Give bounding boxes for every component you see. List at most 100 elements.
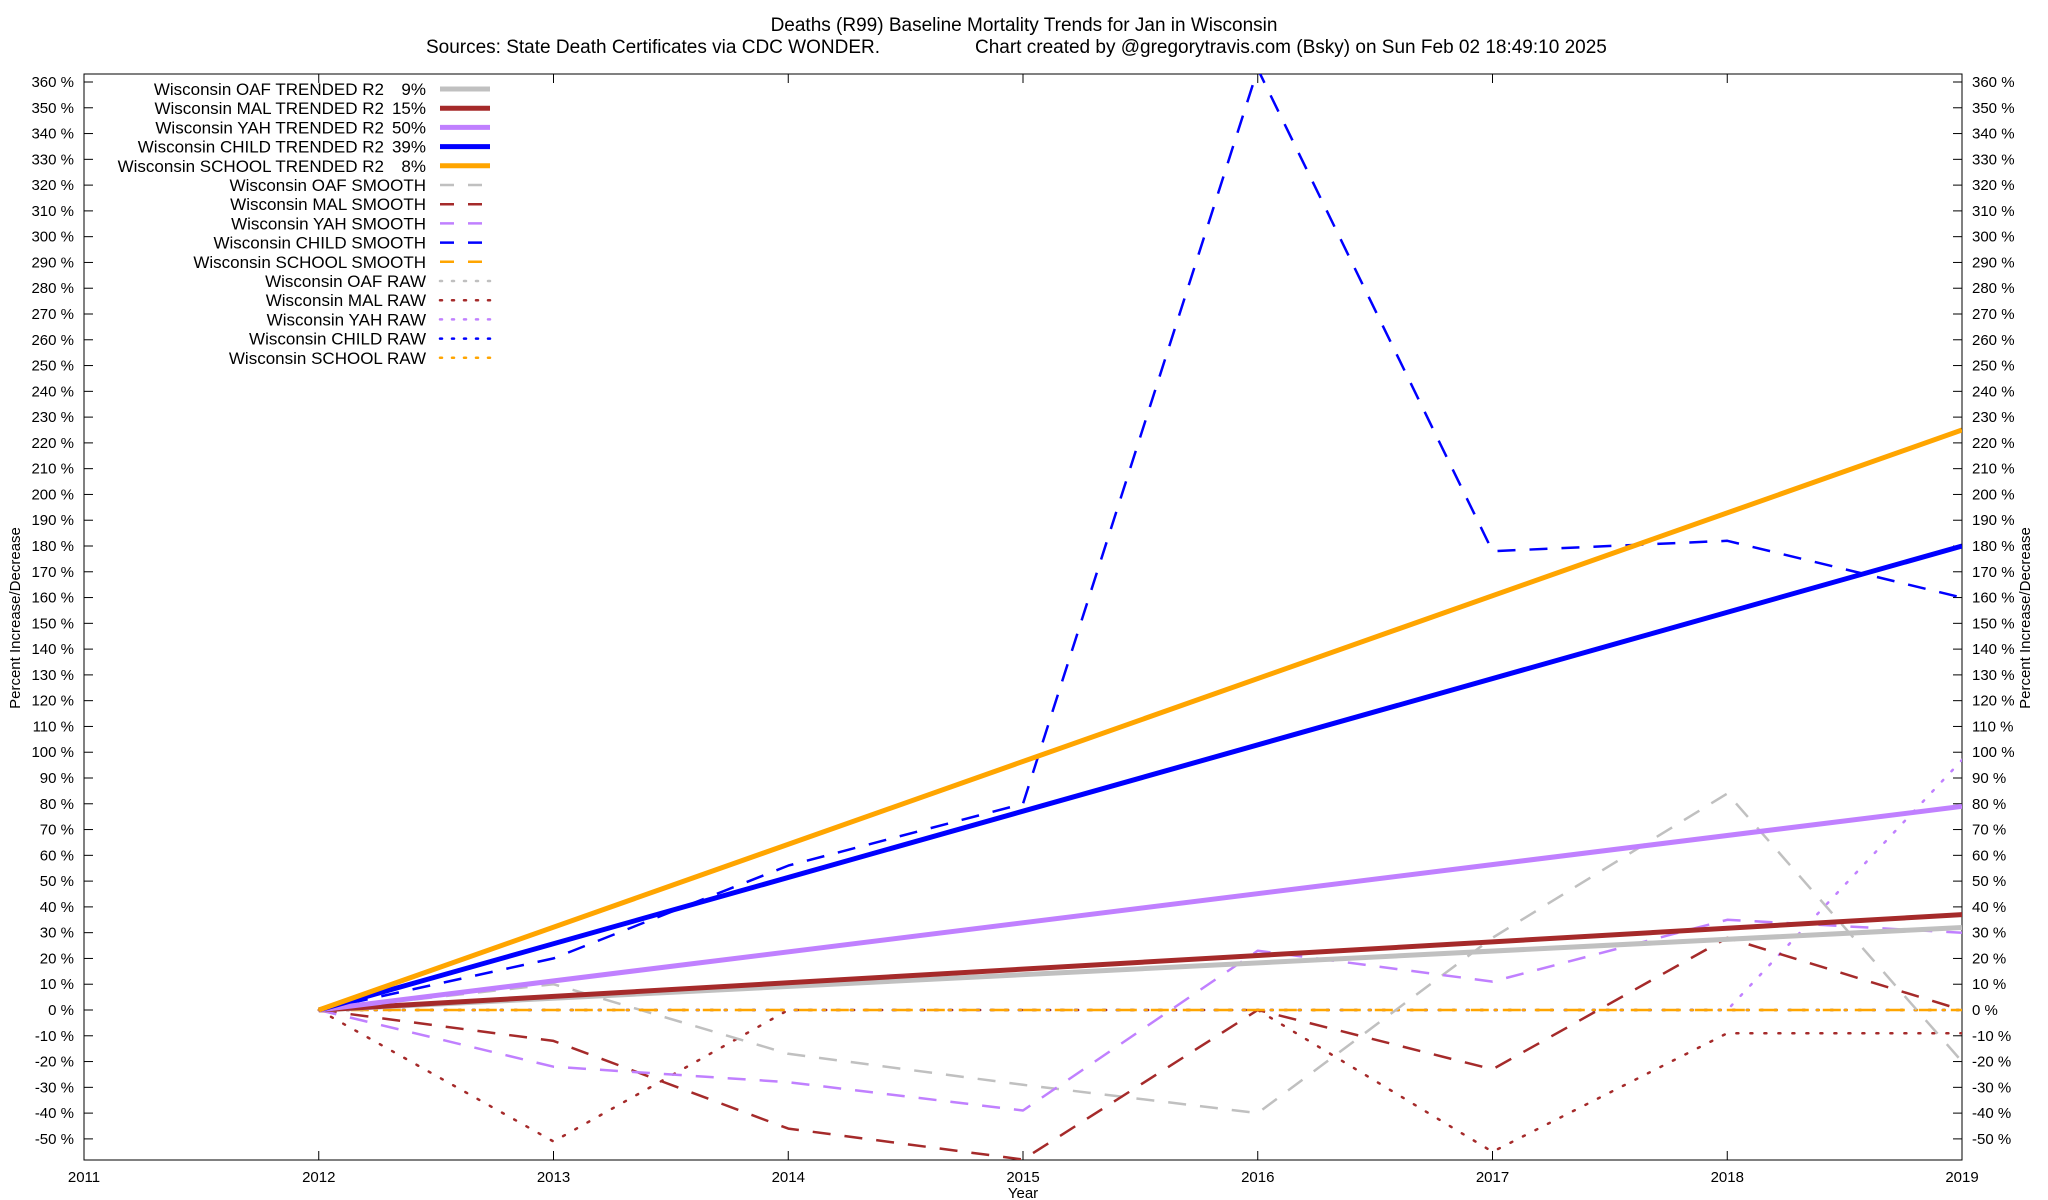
y-tick-label-right: 150 % — [1972, 615, 2015, 632]
y-tick-label-right: 200 % — [1972, 486, 2015, 503]
x-tick-label: 2017 — [1476, 1169, 1509, 1186]
y-tick-label-left: 160 % — [31, 590, 74, 607]
x-tick-label: 2011 — [68, 1169, 100, 1186]
y-tick-label-right: 330 % — [1972, 151, 2015, 168]
x-tick-label: 2019 — [1945, 1169, 1978, 1186]
y-tick-label-right: 130 % — [1972, 667, 2015, 684]
y-tick-label-left: 50 % — [40, 873, 74, 890]
series-line-wisconsin-mal-trended-r2 — [318, 912, 1962, 1013]
y-tick-label-left: 130 % — [31, 667, 74, 684]
y-tick-label-right: 300 % — [1972, 229, 2015, 246]
y-tick-label-right: 40 % — [1972, 899, 2006, 916]
legend-label: Wisconsin YAH TRENDED R2 — [155, 118, 384, 137]
y-tick-label-right: 10 % — [1972, 976, 2006, 993]
y-tick-label-left: 80 % — [40, 796, 74, 813]
y-tick-label-right: -30 % — [1972, 1079, 2011, 1096]
y-tick-label-left: 120 % — [31, 693, 74, 710]
y-tick-label-right: 240 % — [1972, 383, 2015, 400]
legend-entry: Wisconsin YAH RAW — [267, 310, 492, 329]
y-tick-label-right: 140 % — [1972, 641, 2015, 658]
x-axis: 2011 2012 2013 2014 2015 2016 2017 2018 2019 — [68, 74, 1979, 1186]
legend-r2-value: 39% — [392, 138, 426, 157]
series-line-wisconsin-oaf-smooth — [318, 792, 1962, 1115]
legend-r2-value: 50% — [392, 118, 426, 137]
chart-title: Deaths (R99) Baseline Mortality Trends f… — [771, 15, 1278, 36]
series-line-wisconsin-yah-smooth — [318, 918, 1962, 1112]
legend-entry: Wisconsin SCHOOL RAW — [229, 349, 492, 368]
series-line-wisconsin-school-trended-r2 — [317, 427, 1962, 1013]
y-tick-label-left: 260 % — [31, 332, 74, 349]
y-tick-label-left: 70 % — [40, 822, 74, 839]
legend-label: Wisconsin SCHOOL TRENDED R2 — [118, 157, 384, 176]
y-tick-label-right: 180 % — [1972, 538, 2015, 555]
y-tick-label-right: 320 % — [1972, 177, 2015, 194]
legend-label: Wisconsin MAL SMOOTH — [230, 195, 426, 214]
legend-entry: Wisconsin OAF SMOOTH — [230, 176, 490, 195]
legend-label: Wisconsin OAF SMOOTH — [230, 176, 426, 195]
y-tick-label-right: 50 % — [1972, 873, 2006, 890]
legend-label: Wisconsin SCHOOL RAW — [229, 349, 426, 368]
x-tick-label: 2014 — [772, 1169, 805, 1186]
legend-label: Wisconsin OAF RAW — [265, 272, 426, 291]
y-tick-label-right: 250 % — [1972, 358, 2015, 375]
series-line-wisconsin-child-trended-r2 — [318, 543, 1962, 1013]
x-tick-label: 2013 — [537, 1169, 570, 1186]
y-tick-label-right: 110 % — [1972, 718, 2013, 735]
y-tick-label-right: 270 % — [1972, 306, 2015, 323]
y-tick-label-left: -20 % — [35, 1054, 74, 1071]
legend: Wisconsin OAF TRENDED R2 9% Wisconsin MAL … — [118, 80, 492, 368]
legend-label: Wisconsin YAH SMOOTH — [231, 214, 426, 233]
series-line-wisconsin-child-smooth — [318, 74, 1962, 1012]
y-axis-label-left: Percent Increase/Decrease — [7, 527, 24, 709]
legend-label: Wisconsin MAL RAW — [266, 291, 426, 310]
y-tick-label-right: 230 % — [1972, 409, 2015, 426]
series-line-wisconsin-yah-raw — [317, 758, 1962, 1012]
y-tick-label-right: 160 % — [1972, 590, 2015, 607]
y-tick-label-left: 60 % — [40, 847, 74, 864]
y-tick-label-right: 90 % — [1972, 770, 2006, 787]
y-tick-label-right: 290 % — [1972, 254, 2015, 271]
y-tick-label-left: 330 % — [31, 151, 74, 168]
x-tick-label: 2015 — [1006, 1169, 1039, 1186]
y-tick-label-right: 100 % — [1972, 744, 2015, 761]
y-tick-label-right: -10 % — [1972, 1028, 2011, 1045]
x-tick-label: 2018 — [1711, 1169, 1744, 1186]
series-layer — [317, 74, 1962, 1160]
legend-entry: Wisconsin MAL RAW — [266, 291, 492, 310]
y-tick-label-left: 230 % — [31, 409, 74, 426]
y-tick-label-right: 220 % — [1972, 435, 2015, 452]
legend-r2-value: 9% — [401, 80, 426, 99]
y-tick-label-right: -40 % — [1972, 1105, 2011, 1122]
y-tick-label-left: 100 % — [31, 744, 74, 761]
y-axis-right: -50 % -40 % -30 % -20 % -10 % 0 % 10 % 20 % 30 %… — [1953, 74, 2015, 1148]
y-tick-label-left: 340 % — [31, 126, 74, 143]
y-tick-label-left: 110 % — [33, 718, 74, 735]
y-tick-label-left: -10 % — [35, 1028, 74, 1045]
legend-r2-value: 15% — [392, 99, 426, 118]
y-tick-label-left: 90 % — [40, 770, 74, 787]
y-tick-label-right: 120 % — [1972, 693, 2015, 710]
legend-label: Wisconsin SCHOOL SMOOTH — [193, 253, 426, 272]
legend-entry: Wisconsin OAF RAW — [265, 272, 492, 291]
y-tick-label-right: 340 % — [1972, 126, 2015, 143]
y-tick-label-right: 210 % — [1972, 461, 2015, 478]
y-tick-label-right: 280 % — [1972, 280, 2015, 297]
y-tick-label-right: 350 % — [1972, 100, 2015, 117]
legend-entry: Wisconsin MAL SMOOTH — [230, 195, 490, 214]
y-tick-label-left: 30 % — [40, 925, 74, 942]
y-tick-label-left: 250 % — [31, 358, 74, 375]
y-tick-label-left: 150 % — [31, 615, 74, 632]
legend-label: Wisconsin YAH RAW — [267, 310, 426, 329]
legend-label: Wisconsin CHILD SMOOTH — [213, 234, 426, 253]
y-tick-label-left: 140 % — [31, 641, 74, 658]
y-tick-label-right: 310 % — [1972, 203, 2015, 220]
y-tick-label-left: 20 % — [40, 950, 74, 967]
y-tick-label-left: 10 % — [40, 976, 74, 993]
y-axis-left: -50 % -40 % -30 % -20 % -10 % 0 % 10 % 20 % 30 %… — [31, 74, 93, 1148]
y-tick-label-left: 310 % — [31, 203, 74, 220]
y-tick-label-left: 360 % — [31, 74, 74, 91]
y-tick-label-left: 220 % — [31, 435, 74, 452]
legend-entry: Wisconsin OAF TRENDED R2 9% — [154, 80, 490, 99]
y-tick-label-left: -50 % — [35, 1131, 74, 1148]
